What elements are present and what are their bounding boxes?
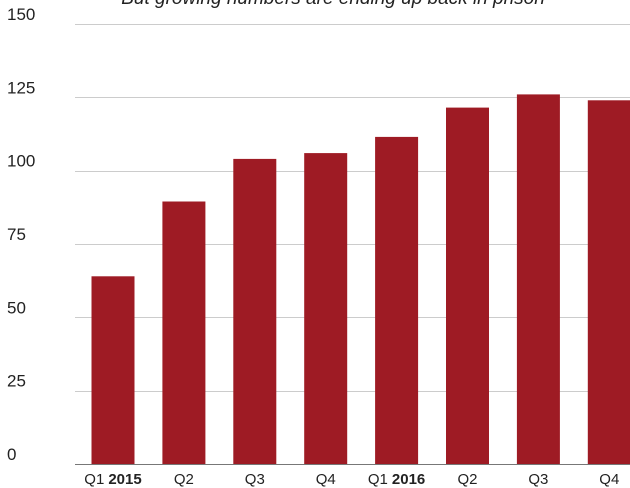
bar — [446, 107, 489, 464]
x-tick-label: Q3 — [245, 471, 265, 488]
x-tick-label: Q1 2015 — [84, 471, 141, 488]
x-tick-label: Q3 — [528, 471, 548, 488]
bar — [304, 153, 348, 464]
x-tick-label: Q4 — [599, 471, 619, 488]
bar — [516, 94, 560, 465]
y-axis-tick-labels: 0 25 50 75 100 125 150 — [7, 5, 35, 464]
x-axis-tick-labels: Q1 2015 Q2 Q3 Q4 Q1 2016 Q2 Q3 Q4 — [84, 471, 619, 488]
bar — [91, 276, 135, 464]
bar — [375, 136, 419, 464]
bars — [91, 94, 630, 465]
x-tick-label: Q4 — [316, 471, 336, 488]
y-tick-label: 0 — [7, 445, 16, 464]
y-tick-label: 50 — [7, 298, 26, 317]
x-tick-label: Q1 2016 — [368, 471, 425, 488]
bar — [587, 100, 630, 465]
y-tick-label: 150 — [7, 5, 35, 24]
y-tick-label: 125 — [7, 78, 35, 97]
x-tick-label: Q2 — [174, 471, 194, 488]
y-tick-label: 75 — [7, 225, 26, 244]
y-tick-label: 100 — [7, 152, 35, 171]
bar — [233, 158, 277, 464]
y-tick-label: 25 — [7, 372, 26, 391]
x-tick-label: Q2 — [457, 471, 477, 488]
chart-subtitle: But growing numbers are ending up back i… — [121, 0, 545, 9]
bar — [162, 201, 206, 464]
